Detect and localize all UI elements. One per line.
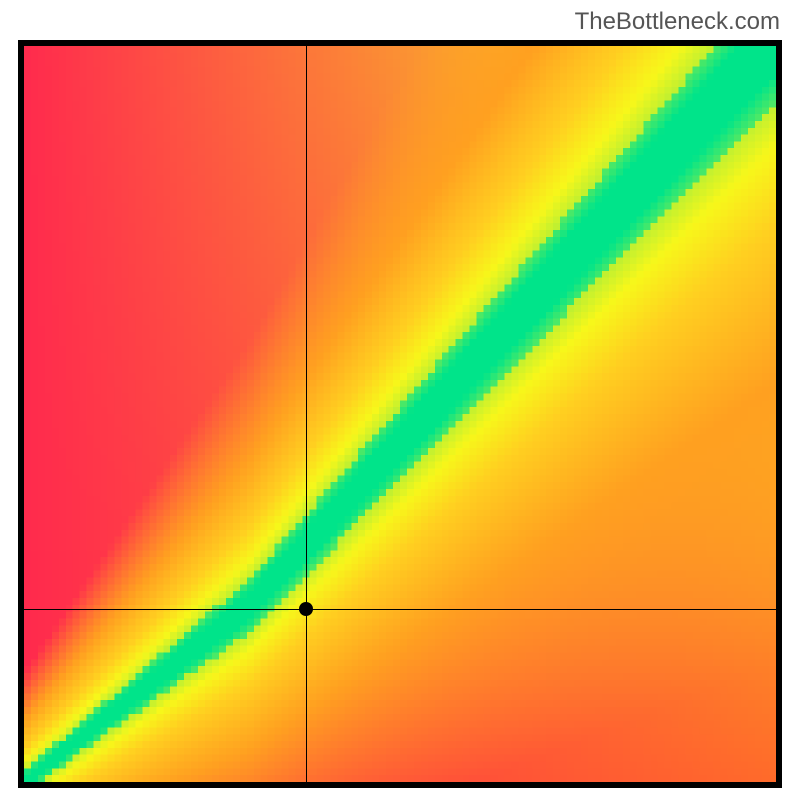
- marker-dot: [299, 602, 313, 616]
- heatmap-canvas: [24, 46, 776, 782]
- crosshair-horizontal: [24, 609, 776, 610]
- plot-frame: [18, 40, 782, 788]
- chart-container: { "watermark": { "text": "TheBottleneck.…: [0, 0, 800, 800]
- crosshair-vertical: [306, 46, 307, 782]
- watermark-text: TheBottleneck.com: [575, 8, 780, 36]
